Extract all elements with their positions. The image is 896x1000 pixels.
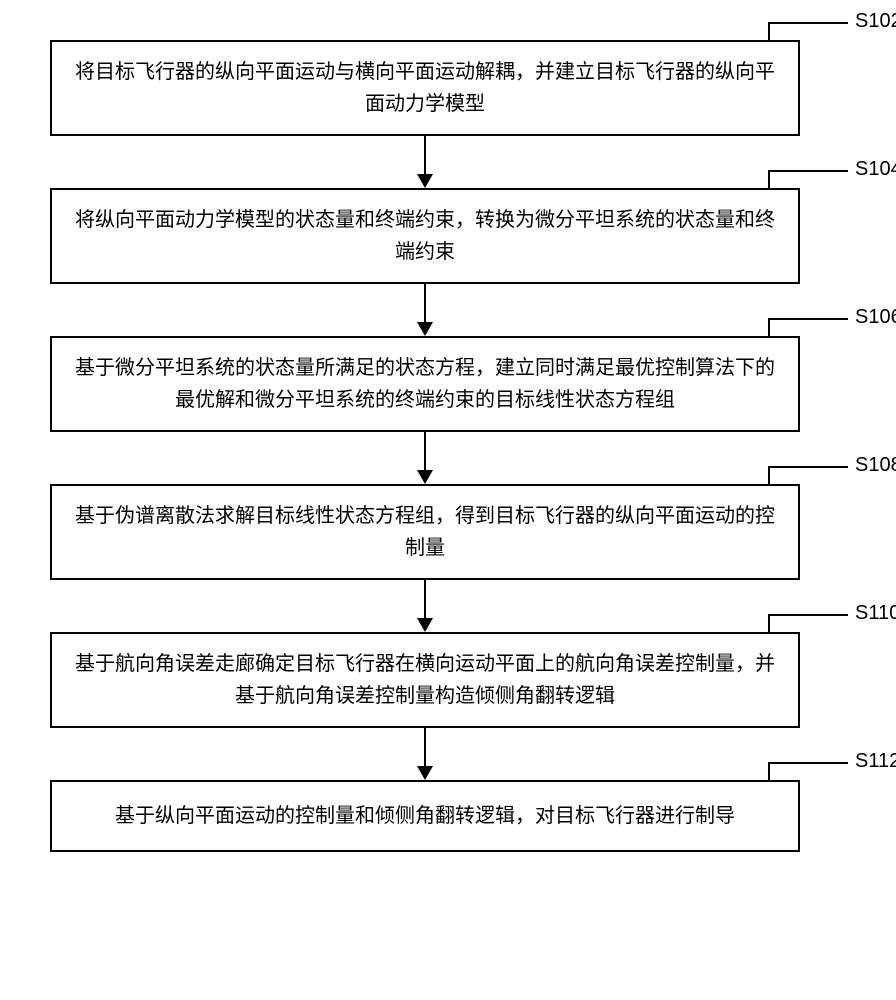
step-box: 基于微分平坦系统的状态量所满足的状态方程，建立同时满足最优控制算法下的最优解和微… [50,336,800,432]
label-elbow [768,762,770,780]
step-text: 基于微分平坦系统的状态量所满足的状态方程，建立同时满足最优控制算法下的最优解和微… [72,352,778,416]
step-box: 将目标飞行器的纵向平面运动与横向平面运动解耦，并建立目标飞行器的纵向平面动力学模… [50,40,800,136]
step-text: 基于伪谱离散法求解目标线性状态方程组，得到目标飞行器的纵向平面运动的控制量 [72,500,778,564]
label-line [768,762,848,764]
step-s104: S104 将纵向平面动力学模型的状态量和终端约束，转换为微分平坦系统的状态量和终… [50,188,830,284]
arrow-head-icon [417,174,433,188]
step-s106: S106 基于微分平坦系统的状态量所满足的状态方程，建立同时满足最优控制算法下的… [50,336,830,432]
arrow-line [424,136,426,174]
label-elbow [768,170,770,188]
arrow-head-icon [417,322,433,336]
step-text: 基于纵向平面运动的控制量和倾侧角翻转逻辑，对目标飞行器进行制导 [72,800,778,832]
arrow-connector [50,728,800,780]
arrow-line [424,580,426,618]
step-label: S112 [855,750,896,773]
flowchart-container: S102 将目标飞行器的纵向平面运动与横向平面运动解耦，并建立目标飞行器的纵向平… [50,40,830,852]
arrow-line [424,284,426,322]
step-label: S102 [855,10,896,33]
arrow-connector [50,580,800,632]
step-s112: S112 基于纵向平面运动的控制量和倾侧角翻转逻辑，对目标飞行器进行制导 [50,780,830,852]
label-elbow [768,318,770,336]
step-box: 基于伪谱离散法求解目标线性状态方程组，得到目标飞行器的纵向平面运动的控制量 [50,484,800,580]
arrow-connector [50,432,800,484]
arrow-line [424,432,426,470]
step-label: S104 [855,158,896,181]
label-elbow [768,466,770,484]
step-s108: S108 基于伪谱离散法求解目标线性状态方程组，得到目标飞行器的纵向平面运动的控… [50,484,830,580]
step-box: 基于航向角误差走廊确定目标飞行器在横向运动平面上的航向角误差控制量，并基于航向角… [50,632,800,728]
label-line [768,614,848,616]
label-elbow [768,614,770,632]
arrow-line [424,728,426,766]
label-line [768,318,848,320]
step-s110: S110 基于航向角误差走廊确定目标飞行器在横向运动平面上的航向角误差控制量，并… [50,632,830,728]
label-line [768,170,848,172]
label-line [768,22,848,24]
arrow-connector [50,136,800,188]
label-elbow [768,22,770,40]
step-label: S106 [855,306,896,329]
arrow-connector [50,284,800,336]
arrow-head-icon [417,470,433,484]
step-label: S108 [855,454,896,477]
step-text: 基于航向角误差走廊确定目标飞行器在横向运动平面上的航向角误差控制量，并基于航向角… [72,648,778,712]
step-s102: S102 将目标飞行器的纵向平面运动与横向平面运动解耦，并建立目标飞行器的纵向平… [50,40,830,136]
label-line [768,466,848,468]
arrow-head-icon [417,618,433,632]
step-box: 基于纵向平面运动的控制量和倾侧角翻转逻辑，对目标飞行器进行制导 [50,780,800,852]
step-text: 将纵向平面动力学模型的状态量和终端约束，转换为微分平坦系统的状态量和终端约束 [72,204,778,268]
step-box: 将纵向平面动力学模型的状态量和终端约束，转换为微分平坦系统的状态量和终端约束 [50,188,800,284]
step-text: 将目标飞行器的纵向平面运动与横向平面运动解耦，并建立目标飞行器的纵向平面动力学模… [72,56,778,120]
arrow-head-icon [417,766,433,780]
step-label: S110 [855,602,896,625]
